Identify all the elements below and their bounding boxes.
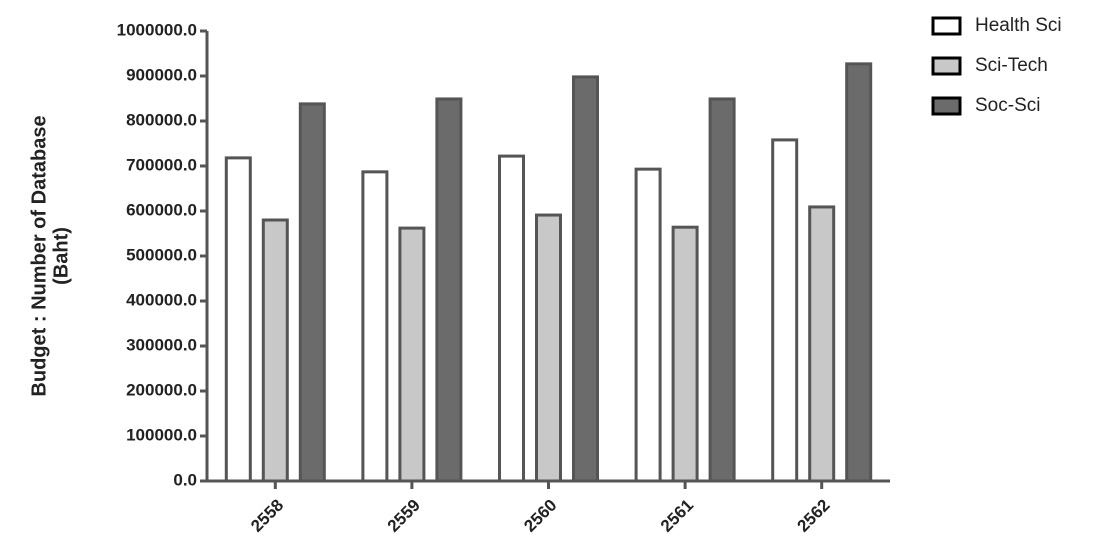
bar <box>535 213 562 483</box>
bar <box>572 75 599 483</box>
bar <box>708 97 736 483</box>
bar <box>808 205 836 483</box>
y-axis-title: Budget : Number of Database <box>28 115 50 396</box>
bar <box>771 138 799 483</box>
x-tick-label: 2561 <box>657 496 697 536</box>
bar <box>498 154 525 483</box>
y-tick-label: 200000.0 <box>126 380 197 399</box>
bar <box>361 170 389 483</box>
y-tick-label: 800000.0 <box>126 110 197 129</box>
legend-swatch <box>931 16 962 36</box>
bar <box>398 226 426 483</box>
legend-label: Health Sci <box>975 15 1062 36</box>
x-tick-label: 2560 <box>520 496 560 536</box>
y-tick-label: 100000.0 <box>126 425 197 444</box>
legend-swatch <box>931 96 962 116</box>
legend-swatch <box>931 56 962 76</box>
legend-label: Soc-Sci <box>975 95 1040 116</box>
x-tick-label: 2562 <box>794 496 834 536</box>
bar <box>634 167 662 483</box>
y-axis-title: (Baht) <box>50 227 72 285</box>
y-tick-label: 0.0 <box>173 470 197 489</box>
y-tick-label: 500000.0 <box>126 245 197 264</box>
x-tick-label: 2559 <box>384 496 424 536</box>
legend-label: Sci-Tech <box>975 55 1048 76</box>
y-tick-label: 600000.0 <box>126 200 197 219</box>
y-tick-label: 700000.0 <box>126 155 197 174</box>
bar <box>671 225 699 483</box>
bar <box>845 62 873 483</box>
y-tick-label: 1000000.0 <box>117 20 197 39</box>
y-tick-label: 300000.0 <box>126 335 197 354</box>
y-tick-label: 400000.0 <box>126 290 197 309</box>
bar <box>261 218 289 483</box>
bar <box>224 156 252 483</box>
x-tick-label: 2558 <box>247 496 287 536</box>
y-tick-label: 900000.0 <box>126 65 197 84</box>
bar <box>435 97 463 483</box>
bar <box>298 102 326 483</box>
